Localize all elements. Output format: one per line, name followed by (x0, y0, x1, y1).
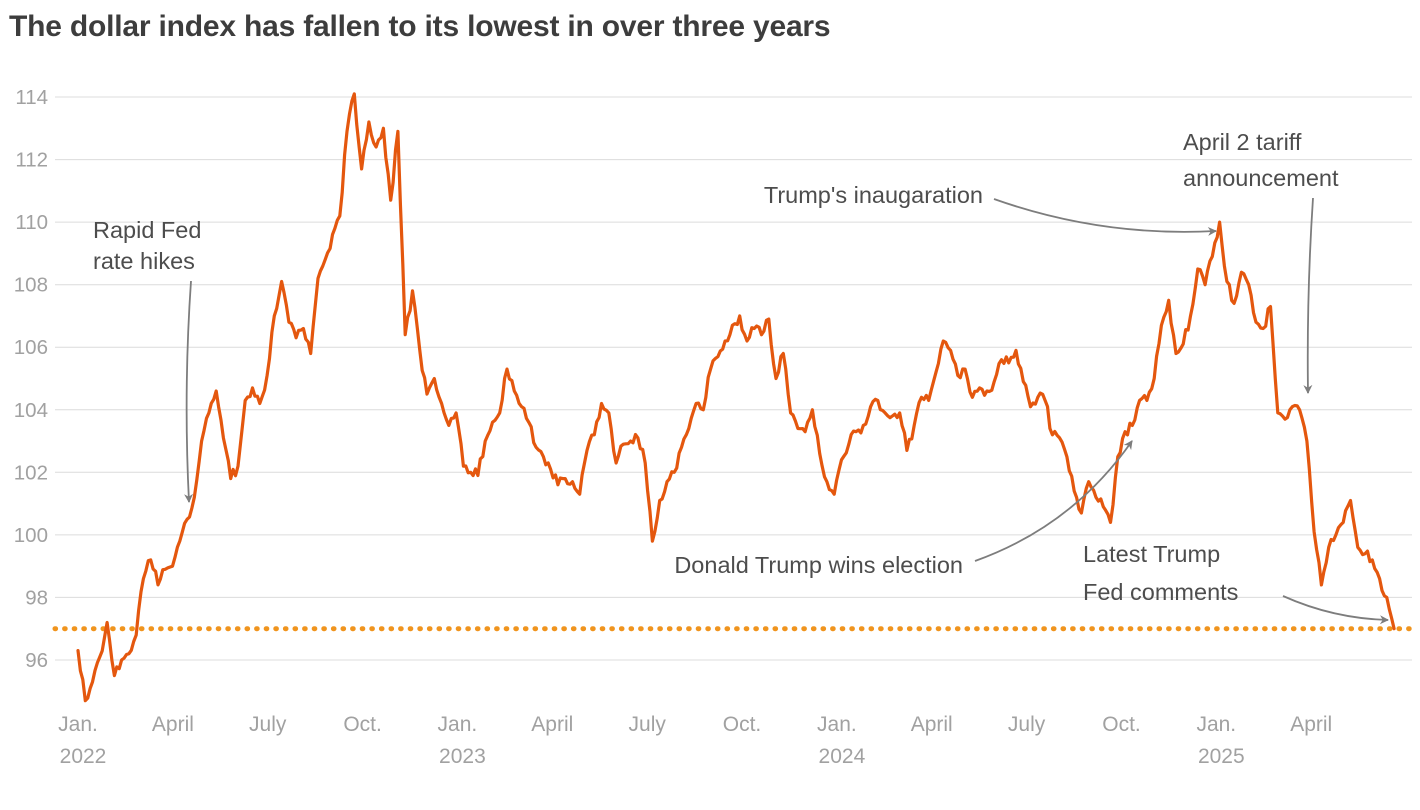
y-axis-label: 112 (15, 149, 48, 172)
x-axis-year-label: 2023 (439, 745, 486, 768)
annotation-trump-inauguration: Trump's inaugaration (764, 182, 1217, 236)
annotation-text-rapid-fed-rate-hikes: Rapid Fed rate hikes (93, 217, 201, 274)
x-axis-label: April (152, 713, 194, 736)
annotation-april-2-tariff-announcement: April 2 tariff announcement (1183, 129, 1339, 394)
x-axis-label: Oct. (1102, 713, 1141, 736)
annotation-rapid-fed-rate-hikes: Rapid Fed rate hikes (93, 217, 201, 503)
y-axis-label: 114 (15, 86, 48, 109)
annotation-arrow-latest-trump-fed-comments (1282, 595, 1389, 625)
y-axis-label: 102 (14, 461, 48, 484)
x-axis-label: July (249, 713, 287, 736)
annotation-arrow-donald-trump-wins-election (974, 440, 1133, 562)
x-axis-year-label: 2024 (819, 745, 866, 768)
annotation-text-donald-trump-wins-election: Donald Trump wins election (674, 552, 963, 578)
y-axis-label: 104 (14, 399, 48, 422)
x-axis-label: July (629, 713, 667, 736)
y-axis-label: 108 (14, 274, 48, 297)
x-axis-label: Oct. (343, 713, 382, 736)
y-axis-label: 96 (25, 649, 48, 672)
y-axis-label: 110 (15, 211, 48, 234)
grid-layer (55, 96, 1412, 661)
y-axis-label: 98 (25, 586, 48, 609)
axis-layer: 96 98 100 102 104 106 108 110 112 114 Jan. 2022 Apri… (14, 86, 1332, 768)
series-layer (52, 92, 1415, 703)
x-axis-label: Jan. (58, 713, 98, 736)
x-axis-label: April (911, 713, 953, 736)
annotation-text-april-2-tariff-announcement: April 2 tariff announcement (1183, 129, 1339, 191)
x-axis-label: Jan. (438, 713, 478, 736)
x-axis-label: Jan. (1196, 713, 1236, 736)
y-axis-label: 100 (14, 524, 48, 547)
x-axis-label: April (1290, 713, 1332, 736)
annotation-donald-trump-wins-election: Donald Trump wins election (674, 440, 1133, 578)
x-axis-year-label: 2022 (60, 745, 107, 768)
annotation-layer: Rapid Fed rate hikes Trump's inaugaration A… (93, 129, 1389, 625)
x-axis-label: July (1008, 713, 1046, 736)
x-axis-label: Oct. (723, 713, 762, 736)
annotation-arrow-april-2-tariff-announcement (1303, 197, 1314, 394)
annotation-latest-trump-fed-comments: Latest Trump Fed comments (1083, 541, 1389, 625)
annotation-arrow-rapid-fed-rate-hikes (184, 280, 194, 503)
x-axis-year-label: 2025 (1198, 745, 1245, 768)
y-axis-label: 106 (14, 336, 48, 359)
annotation-arrow-trump-inauguration (993, 198, 1217, 236)
chart-title: The dollar index has fallen to its lowes… (9, 10, 831, 43)
annotation-text-trump-inauguration: Trump's inaugaration (764, 182, 983, 208)
x-axis-label: Jan. (817, 713, 857, 736)
dollar-index-line (76, 92, 1396, 703)
x-axis-label: April (531, 713, 573, 736)
annotation-text-latest-trump-fed-comments: Latest Trump Fed comments (1083, 541, 1238, 605)
